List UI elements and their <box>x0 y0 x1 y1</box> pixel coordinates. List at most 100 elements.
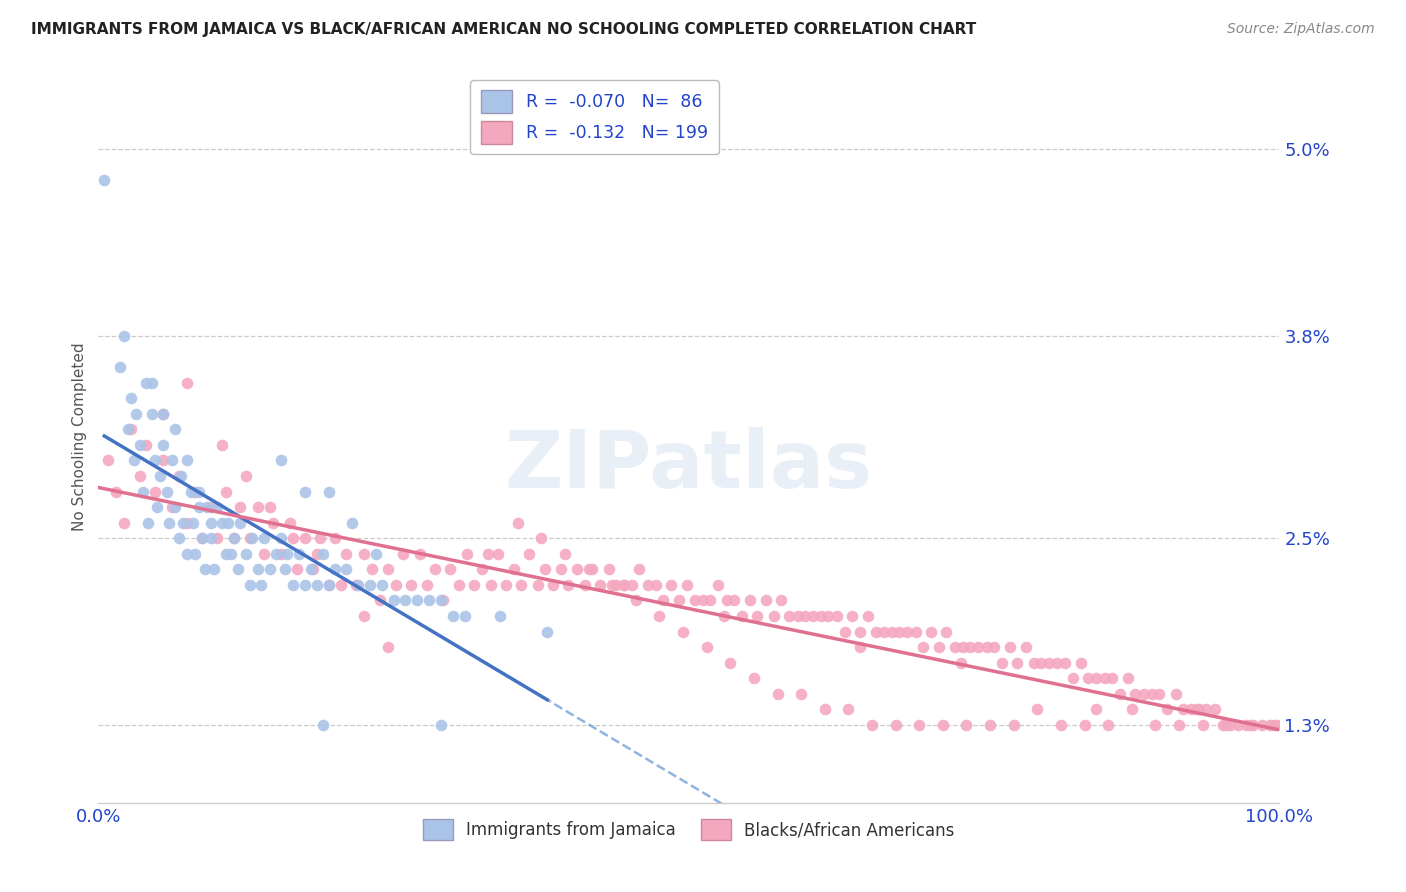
Point <box>285 562 308 576</box>
Point <box>217 516 239 530</box>
Point <box>215 484 238 499</box>
Point <box>489 609 512 624</box>
Point <box>506 516 529 530</box>
Point <box>723 593 745 607</box>
Point <box>1250 718 1272 732</box>
Point <box>309 531 332 545</box>
Point <box>305 578 328 592</box>
Point <box>219 547 242 561</box>
Point <box>1062 671 1084 685</box>
Point <box>998 640 1021 655</box>
Point <box>323 562 346 576</box>
Point <box>1121 702 1143 716</box>
Point <box>613 578 636 592</box>
Point <box>928 640 950 655</box>
Point <box>959 640 981 655</box>
Point <box>262 516 284 530</box>
Point <box>344 578 367 592</box>
Point <box>294 484 316 499</box>
Point <box>793 609 815 624</box>
Point <box>149 469 172 483</box>
Point <box>205 500 228 515</box>
Point <box>1073 718 1095 732</box>
Point <box>1204 702 1226 716</box>
Text: Source: ZipAtlas.com: Source: ZipAtlas.com <box>1227 22 1375 37</box>
Point <box>479 578 502 592</box>
Point <box>253 547 276 561</box>
Point <box>955 718 977 732</box>
Point <box>858 609 880 624</box>
Point <box>920 624 942 639</box>
Point <box>361 562 384 576</box>
Point <box>240 531 263 545</box>
Point <box>565 562 588 576</box>
Point <box>637 578 659 592</box>
Point <box>1014 640 1036 655</box>
Point <box>165 500 187 515</box>
Point <box>264 547 287 561</box>
Point <box>224 531 246 545</box>
Point <box>136 516 159 530</box>
Point <box>865 624 887 639</box>
Point <box>270 531 292 545</box>
Point <box>108 359 131 374</box>
Point <box>294 578 316 592</box>
Point <box>176 376 198 390</box>
Point <box>117 422 139 436</box>
Point <box>430 593 453 607</box>
Point <box>312 718 335 732</box>
Point <box>574 578 596 592</box>
Point <box>226 562 249 576</box>
Point <box>377 562 399 576</box>
Point <box>250 578 273 592</box>
Point <box>766 687 789 701</box>
Point <box>731 609 754 624</box>
Point <box>600 578 623 592</box>
Point <box>235 469 257 483</box>
Point <box>1140 687 1163 701</box>
Point <box>165 422 187 436</box>
Point <box>200 500 222 515</box>
Point <box>283 578 305 592</box>
Point <box>1046 656 1069 670</box>
Point <box>288 547 311 561</box>
Point <box>1109 687 1132 701</box>
Point <box>1094 671 1116 685</box>
Point <box>283 531 305 545</box>
Point <box>908 718 931 732</box>
Legend: Immigrants from Jamaica, Blacks/African Americans: Immigrants from Jamaica, Blacks/African … <box>416 813 962 847</box>
Point <box>849 640 872 655</box>
Point <box>1144 718 1167 732</box>
Point <box>707 578 730 592</box>
Point <box>718 656 741 670</box>
Point <box>495 578 517 592</box>
Point <box>359 578 381 592</box>
Point <box>156 484 179 499</box>
Point <box>132 484 155 499</box>
Point <box>408 547 430 561</box>
Point <box>932 718 955 732</box>
Point <box>1097 718 1119 732</box>
Point <box>628 562 651 576</box>
Point <box>598 562 620 576</box>
Point <box>323 531 346 545</box>
Point <box>1227 718 1250 732</box>
Point <box>1026 702 1049 716</box>
Point <box>541 578 564 592</box>
Y-axis label: No Schooling Completed: No Schooling Completed <box>72 343 87 532</box>
Point <box>659 578 682 592</box>
Point <box>152 407 174 421</box>
Point <box>841 609 863 624</box>
Point <box>368 593 391 607</box>
Point <box>692 593 714 607</box>
Point <box>683 593 706 607</box>
Point <box>224 531 246 545</box>
Point <box>215 547 238 561</box>
Point <box>211 438 233 452</box>
Point <box>880 624 903 639</box>
Point <box>786 609 808 624</box>
Point <box>112 516 135 530</box>
Point <box>276 547 298 561</box>
Point <box>170 469 193 483</box>
Point <box>141 407 163 421</box>
